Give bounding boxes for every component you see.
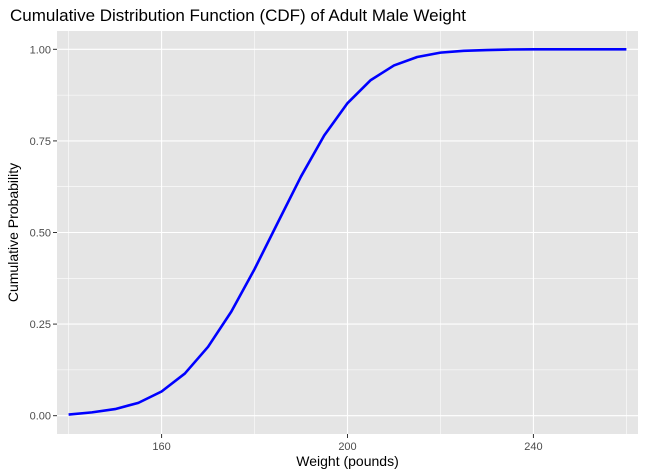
- major-grid: [57, 31, 638, 434]
- x-tick-label: 200: [338, 441, 356, 453]
- y-axis: 0.00 0.25 0.50 0.75 1.00: [30, 44, 57, 423]
- y-tick-label: 0.75: [30, 136, 51, 148]
- x-axis-title: Weight (pounds): [296, 453, 398, 469]
- y-tick-label: 0.00: [30, 411, 51, 423]
- y-tick-label: 1.00: [30, 44, 51, 56]
- chart-title: Cumulative Distribution Function (CDF) o…: [10, 6, 466, 25]
- x-tick-label: 240: [524, 441, 542, 453]
- cdf-line: [68, 48, 627, 416]
- y-axis-title: Cumulative Probability: [5, 163, 21, 302]
- x-tick-label: 160: [152, 441, 170, 453]
- y-tick-label: 0.25: [30, 319, 51, 331]
- series-layer: [68, 48, 627, 416]
- x-axis: 160 200 240: [152, 434, 543, 453]
- y-tick-label: 0.50: [30, 228, 51, 240]
